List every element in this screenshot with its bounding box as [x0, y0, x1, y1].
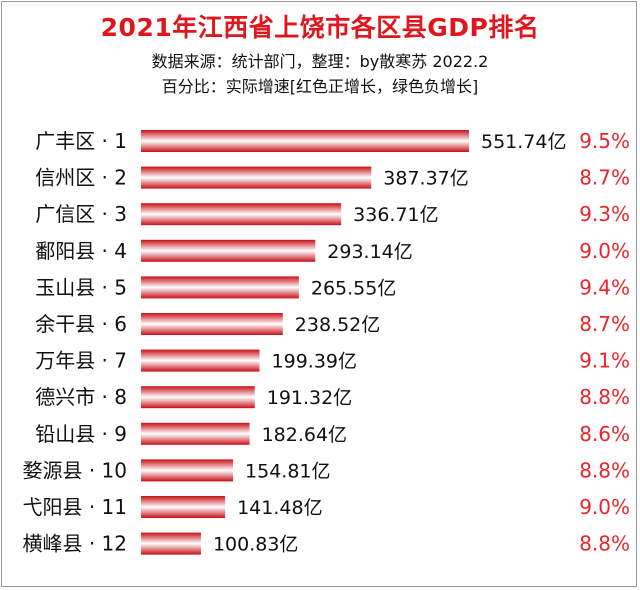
category-label: 横峰县 · 12	[22, 532, 127, 556]
bar	[141, 496, 226, 518]
growth-rate-label: 9.4%	[579, 275, 630, 299]
value-label: 154.81亿	[245, 460, 330, 482]
value-label: 387.37亿	[383, 168, 468, 190]
value-label: 182.64亿	[262, 424, 347, 446]
value-label: 336.71亿	[353, 204, 438, 226]
bar	[141, 276, 299, 299]
category-label: 余干县 · 6	[35, 312, 127, 336]
chart-subtitle-legend-note: 百分比：实际增速[红色正增长，绿色负增长]	[161, 77, 479, 96]
growth-rate-label: 9.1%	[579, 349, 630, 373]
bar	[141, 130, 469, 152]
category-label: 婺源县 · 10	[22, 458, 127, 482]
growth-rate-label: 9.0%	[579, 495, 630, 519]
category-label: 信州区 · 2	[35, 166, 127, 190]
bar	[141, 532, 201, 555]
value-label: 141.48亿	[237, 497, 322, 519]
value-label: 191.32亿	[267, 387, 352, 409]
category-label: 广丰区 · 1	[35, 129, 127, 153]
growth-rate-label: 8.8%	[579, 458, 630, 482]
growth-rate-label: 8.8%	[579, 532, 630, 556]
growth-rate-label: 8.7%	[579, 166, 630, 190]
bar	[141, 422, 250, 445]
growth-rate-label: 9.0%	[579, 239, 630, 263]
value-label: 293.14亿	[327, 241, 412, 263]
growth-rate-label: 9.5%	[579, 129, 630, 153]
bar	[141, 313, 283, 335]
value-label: 199.39亿	[272, 351, 357, 373]
growth-rate-label: 9.3%	[579, 202, 630, 226]
bar	[141, 203, 342, 226]
category-label: 玉山县 · 5	[35, 275, 127, 299]
value-label: 100.83亿	[213, 534, 298, 556]
value-label: 238.52亿	[295, 314, 380, 336]
category-label: 万年县 · 7	[35, 349, 127, 373]
growth-rate-label: 8.7%	[579, 312, 630, 336]
value-label: 551.74亿	[481, 131, 566, 153]
bar	[141, 166, 372, 189]
category-label: 广信区 · 3	[35, 202, 127, 226]
growth-rate-label: 8.8%	[579, 385, 630, 409]
bar	[141, 459, 234, 482]
growth-rate-label: 8.6%	[579, 422, 630, 446]
category-label: 铅山县 · 9	[35, 422, 127, 446]
bar	[141, 386, 255, 409]
value-label: 265.55亿	[311, 277, 396, 299]
chart-subtitle-source: 数据来源：统计部门，整理：by散寒苏 2022.2	[151, 52, 489, 71]
category-label: 弋阳县 · 11	[22, 495, 127, 519]
bar	[141, 349, 260, 372]
category-label: 德兴市 · 8	[35, 385, 127, 409]
chart-title: 2021年江西省上饶市各区县GDP排名	[100, 13, 540, 42]
category-label: 鄱阳县 · 4	[35, 239, 127, 263]
bar	[141, 239, 316, 262]
